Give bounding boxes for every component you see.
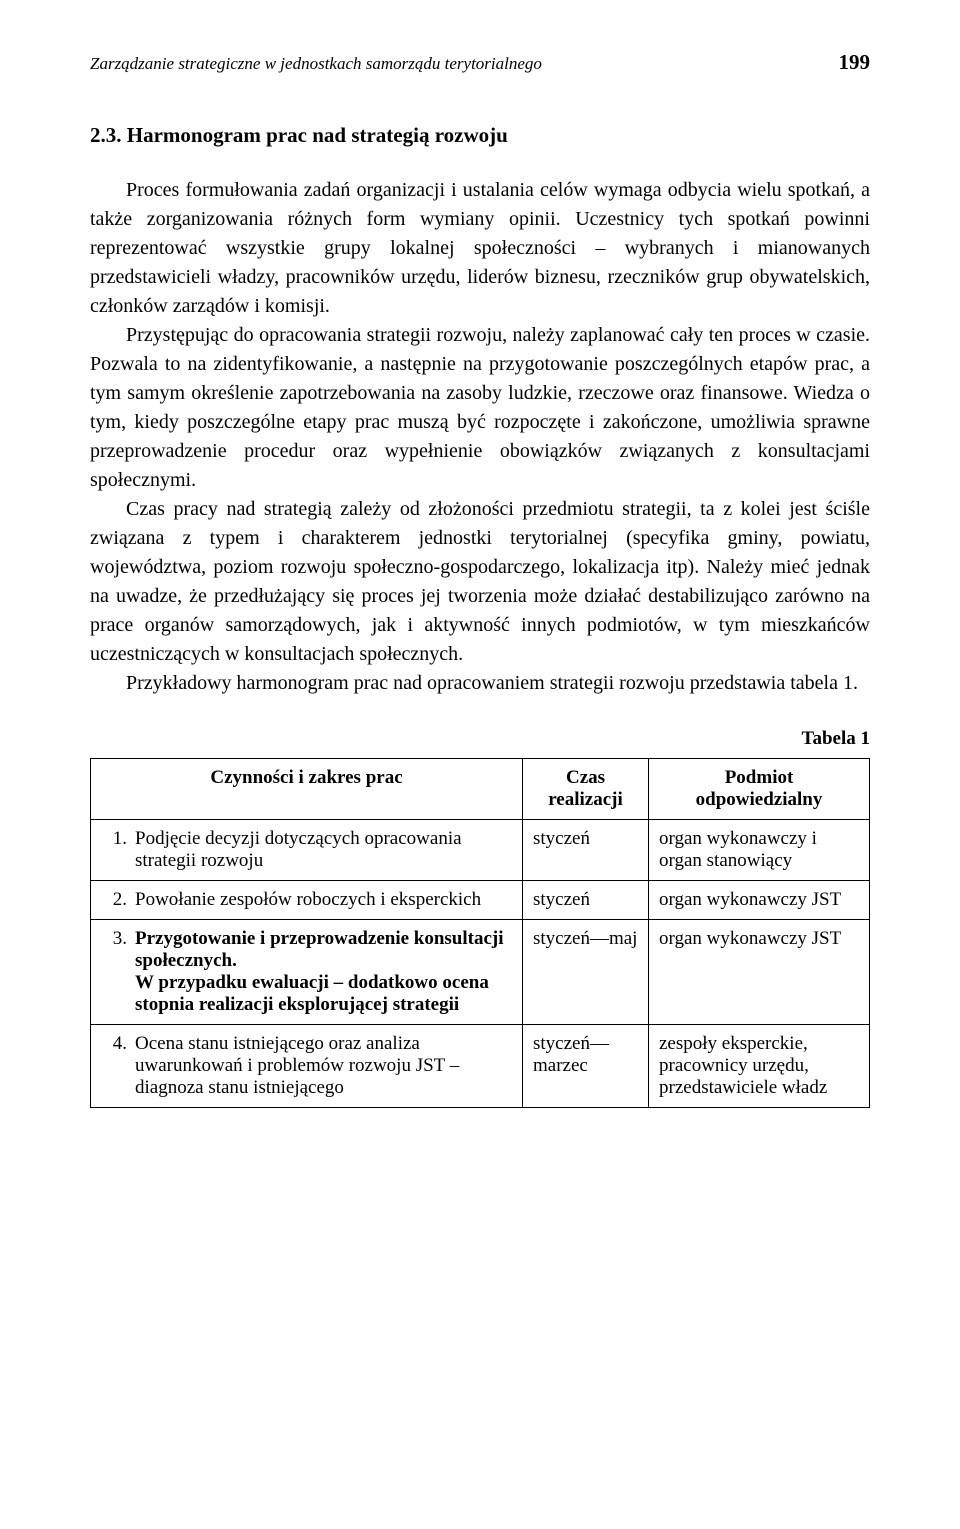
row-activity-bold: W przypadku ewaluacji – dodatkowo ocena … bbox=[135, 972, 489, 1015]
paragraph: Przystępując do opracowania strategii ro… bbox=[90, 321, 870, 495]
row-time: styczeń bbox=[523, 881, 649, 920]
row-time: styczeń bbox=[523, 820, 649, 881]
column-header-activity: Czynności i zakres prac bbox=[91, 759, 523, 820]
paragraph: Przykładowy harmonogram prac nad opracow… bbox=[90, 669, 870, 698]
section-heading: 2.3. Harmonogram prac nad strategią rozw… bbox=[90, 123, 870, 148]
table-header-row: Czynności i zakres prac Czas realizacji … bbox=[91, 759, 870, 820]
table-row: 1. Podjęcie decyzji dotyczących opracowa… bbox=[91, 820, 870, 881]
table-row: 4. Ocena stanu istniejącego oraz analiza… bbox=[91, 1025, 870, 1108]
schedule-table: Czynności i zakres prac Czas realizacji … bbox=[90, 758, 870, 1108]
row-activity: Ocena stanu istniejącego oraz analiza uw… bbox=[131, 1025, 523, 1108]
row-time: styczeń––maj bbox=[523, 920, 649, 1025]
row-responsible: organ wykonawczy JST bbox=[649, 881, 870, 920]
paragraph: Czas pracy nad strategią zależy od złożo… bbox=[90, 495, 870, 669]
row-number: 2. bbox=[91, 881, 132, 920]
paragraph: Proces formułowania zadań organizacji i … bbox=[90, 176, 870, 321]
row-number: 1. bbox=[91, 820, 132, 881]
page-number: 199 bbox=[839, 50, 871, 75]
row-number: 3. bbox=[91, 920, 132, 1025]
body-text: Proces formułowania zadań organizacji i … bbox=[90, 176, 870, 698]
row-activity: Przygotowanie i przeprowadzenie konsulta… bbox=[131, 920, 523, 1025]
table-row: 2. Powołanie zespołów roboczych i eksper… bbox=[91, 881, 870, 920]
column-header-time: Czas realizacji bbox=[523, 759, 649, 820]
row-activity: Powołanie zespołów roboczych i ekspercki… bbox=[131, 881, 523, 920]
page: Zarządzanie strategiczne w jednostkach s… bbox=[0, 0, 960, 1529]
row-responsible: organ wykonawczy i organ stanowiący bbox=[649, 820, 870, 881]
row-number: 4. bbox=[91, 1025, 132, 1108]
row-time: styczeń––marzec bbox=[523, 1025, 649, 1108]
running-title: Zarządzanie strategiczne w jednostkach s… bbox=[90, 54, 542, 74]
table-row: 3. Przygotowanie i przeprowadzenie konsu… bbox=[91, 920, 870, 1025]
row-activity-bold: Przygotowanie i przeprowadzenie konsulta… bbox=[135, 928, 504, 971]
row-responsible: zespoły eksperckie, pracownicy urzędu, p… bbox=[649, 1025, 870, 1108]
column-header-responsible: Podmiot odpowiedzialny bbox=[649, 759, 870, 820]
running-header: Zarządzanie strategiczne w jednostkach s… bbox=[90, 50, 870, 75]
row-responsible: organ wykonawczy JST bbox=[649, 920, 870, 1025]
table-label: Tabela 1 bbox=[90, 728, 870, 750]
row-activity: Podjęcie decyzji dotyczących opracowania… bbox=[131, 820, 523, 881]
